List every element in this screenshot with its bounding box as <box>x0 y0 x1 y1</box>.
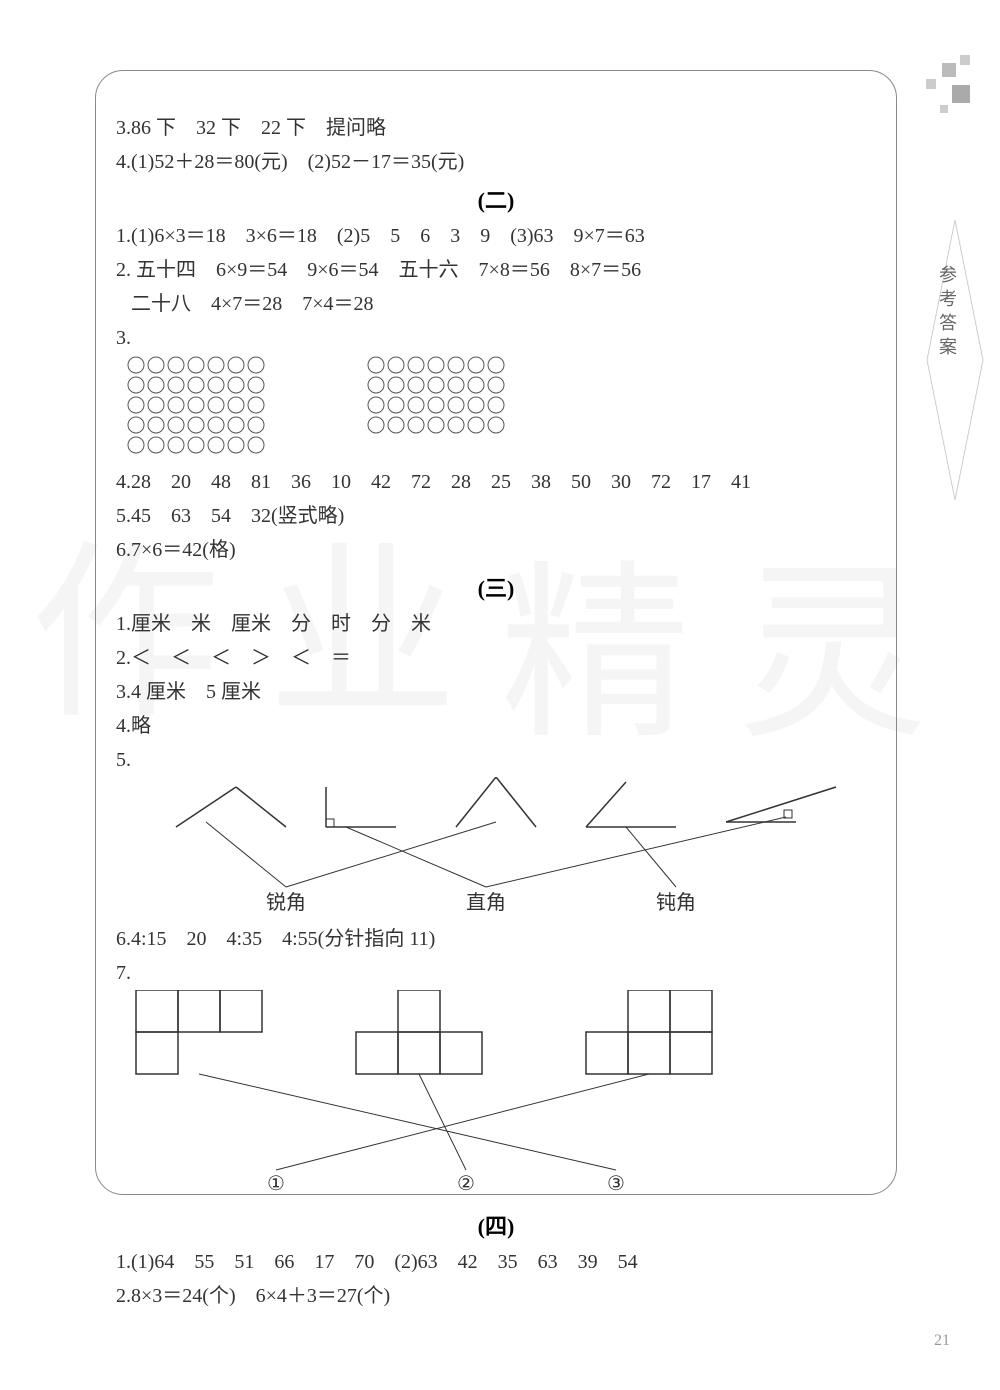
sec3-l6: 6.4:15 20 4:35 4:55(分针指向 11) <box>116 922 876 956</box>
sec2-l3label: 3. <box>116 321 876 355</box>
svg-text:锐角: 锐角 <box>266 891 306 914</box>
svg-text:直角: 直角 <box>466 891 506 914</box>
sec2-l2b: 二十八 4×7＝28 7×4＝28 <box>116 287 876 321</box>
page-frame: 3.86 下 32 下 22 下 提问略 4.(1)52＋28＝80(元) (2… <box>95 70 897 1195</box>
section-4-title: (四) <box>116 1209 876 1241</box>
corner-decoration <box>892 55 982 125</box>
sec2-l6: 6.7×6＝42(格) <box>116 533 876 567</box>
page-number: 21 <box>934 1332 950 1350</box>
sec2-l4: 4.28 20 48 81 36 10 42 72 28 25 38 50 30… <box>116 465 876 499</box>
svg-text:③: ③ <box>607 1173 625 1195</box>
section-3-title: (三) <box>116 571 876 603</box>
sec4-l1: 1.(1)64 55 51 66 17 70 (2)63 42 35 63 39… <box>116 1245 876 1279</box>
sec3-l7: 7. <box>116 956 876 990</box>
line-3: 3.86 下 32 下 22 下 提问略 <box>116 111 876 145</box>
svg-text:钝角: 钝角 <box>656 891 696 914</box>
svg-text:②: ② <box>457 1173 475 1195</box>
sec4-l2: 2.8×3＝24(个) 6×4＋3＝27(个) <box>116 1279 876 1313</box>
side-label: 参考答案 <box>934 265 960 361</box>
angle-diagram: 锐角 直角 钝角 <box>116 777 876 922</box>
section-2-title: (二) <box>116 183 876 215</box>
sec2-l2: 2. 五十四 6×9＝54 9×6＝54 五十六 7×8＝56 8×7＝56 <box>116 253 876 287</box>
sec3-l3: 3.4 厘米 5 厘米 <box>116 675 876 709</box>
sec2-l5: 5.45 63 54 32(竖式略) <box>116 499 876 533</box>
sec3-l5: 5. <box>116 743 876 777</box>
sec3-l2: 2.＜ ＜ ＜ ＞ ＜ ＝ <box>116 641 876 675</box>
sec3-l1: 1.厘米 米 厘米 分 时 分 米 <box>116 607 876 641</box>
sec3-l4: 4.略 <box>116 709 876 743</box>
line-4: 4.(1)52＋28＝80(元) (2)52－17＝35(元) <box>116 145 876 179</box>
circles-diagram <box>116 355 876 465</box>
svg-text:①: ① <box>267 1173 285 1195</box>
sec2-l1: 1.(1)6×3＝18 3×6＝18 (2)5 5 6 3 9 (3)63 9×… <box>116 219 876 253</box>
shape-diagram: ① ② ③ <box>116 990 876 1205</box>
